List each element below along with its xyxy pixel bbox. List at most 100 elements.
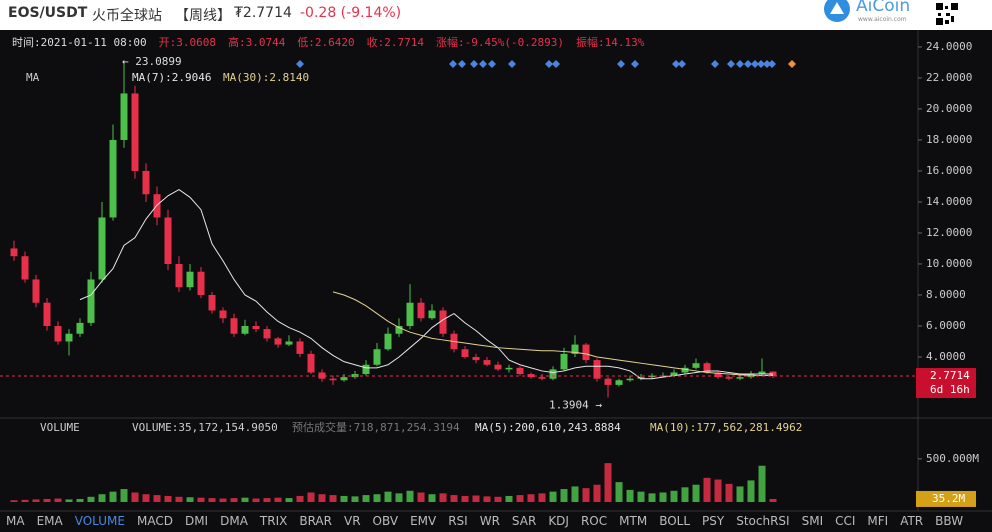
volume-bar [208, 498, 216, 502]
volume-bar [76, 498, 84, 502]
volume-bar [747, 480, 755, 502]
volume-bar [54, 498, 62, 502]
candle-body [406, 302, 414, 326]
candle-body [395, 325, 403, 334]
volume-bar [373, 494, 381, 502]
volume-bar [461, 495, 469, 502]
volume-bar [714, 479, 722, 502]
candle-body [637, 377, 645, 379]
tab[interactable]: VOLUME [74, 514, 125, 528]
tab[interactable]: PSY [702, 514, 725, 528]
tab[interactable]: BRAR [299, 514, 332, 528]
volume-bar [340, 495, 348, 502]
candle-body [120, 93, 128, 140]
volume-bar [329, 495, 337, 502]
volume-bar [769, 498, 777, 502]
tab[interactable]: OBV [372, 514, 399, 528]
tab[interactable]: SMI [801, 514, 824, 528]
volume-bar [472, 495, 480, 502]
candle-body [439, 310, 447, 334]
candle-body [252, 325, 260, 330]
site: www.aicoin.com [858, 16, 907, 23]
volume-bar [626, 489, 634, 502]
candle-body [208, 294, 216, 311]
candle-body [329, 378, 337, 381]
tab[interactable]: EMA [36, 514, 63, 528]
volume-bar [384, 491, 392, 502]
candle-body [109, 139, 117, 218]
info-item: 高:3.0744 [228, 35, 286, 49]
y-tick-label: 20.0000 [926, 102, 972, 115]
volume-bar [758, 465, 766, 502]
ma5-info: MA(5):200,610,243.8884 [475, 421, 621, 434]
ma30-info: MA(30):2.8140 [223, 71, 309, 84]
tab[interactable]: MFI [867, 514, 889, 528]
candle-body [98, 217, 106, 280]
volume-bar [648, 493, 656, 502]
candle-body [483, 360, 491, 365]
tab[interactable]: MA [6, 514, 25, 528]
info-item: 振幅:14.13% [576, 35, 645, 49]
volume-bar [252, 498, 260, 502]
tab[interactable]: WR [479, 514, 500, 528]
candle-body [692, 363, 700, 368]
ma-name: MA [26, 71, 40, 84]
volume-bar [21, 499, 29, 502]
tab[interactable]: BBW [935, 514, 964, 528]
y-tick-label: 24.0000 [926, 40, 972, 53]
tab[interactable]: CCI [835, 514, 856, 528]
tab[interactable]: DMI [184, 514, 209, 528]
candle-body [76, 322, 84, 334]
tab[interactable]: TRIX [259, 514, 288, 528]
volume-bar [65, 499, 73, 502]
tab[interactable]: SAR [511, 514, 537, 528]
candle-body [230, 318, 238, 334]
candle-body [263, 329, 271, 339]
volume-bar [582, 488, 590, 502]
candle-body [219, 310, 227, 319]
ma10-info: MA(10):177,562,281.4962 [650, 421, 802, 434]
volume-bar [538, 493, 546, 502]
candle-body [87, 279, 95, 323]
tab[interactable]: RSI [448, 514, 468, 528]
volume-bar [43, 498, 51, 502]
candle-body [340, 377, 348, 381]
candle-body [648, 375, 656, 378]
tab[interactable]: DMA [220, 514, 248, 528]
volume-bar [659, 492, 667, 502]
candle-body [384, 333, 392, 350]
tab[interactable]: ATR [900, 514, 924, 528]
tab[interactable]: BOLL [659, 514, 691, 528]
volume-bar [417, 492, 425, 502]
max-annotation: ← 23.0899 [122, 55, 182, 68]
volume-bar [505, 495, 513, 502]
candle-body [494, 364, 502, 370]
candle-body [186, 271, 194, 288]
tab[interactable]: EMV [410, 514, 437, 528]
ma7-line [79, 188, 774, 380]
volume-bar [230, 498, 238, 502]
volume-bar [219, 498, 227, 502]
volume-bar [109, 491, 117, 502]
y-tick-label: 12.0000 [926, 226, 972, 239]
last-price-label: 2.7714 [930, 369, 970, 382]
volume-bar [164, 495, 172, 502]
volume-bar [703, 477, 711, 502]
volume-bar [406, 490, 414, 502]
volume-bar [87, 496, 95, 502]
candle-body [571, 344, 579, 354]
min-annotation: 1.3904 → [549, 398, 602, 411]
candle-body [54, 325, 62, 342]
tab[interactable]: MTM [619, 514, 648, 528]
info-item: 涨幅:-9.45%(-0.2893) [436, 36, 564, 49]
tab[interactable]: ROC [580, 514, 608, 528]
tab[interactable]: StochRSI [736, 514, 790, 528]
tab[interactable]: MACD [136, 514, 173, 528]
candle-body [670, 372, 678, 376]
chart-bg [0, 30, 992, 532]
candle-body [604, 378, 612, 385]
candle-body [318, 372, 326, 379]
tab[interactable]: VR [343, 514, 361, 528]
tab[interactable]: KDJ [548, 514, 569, 528]
